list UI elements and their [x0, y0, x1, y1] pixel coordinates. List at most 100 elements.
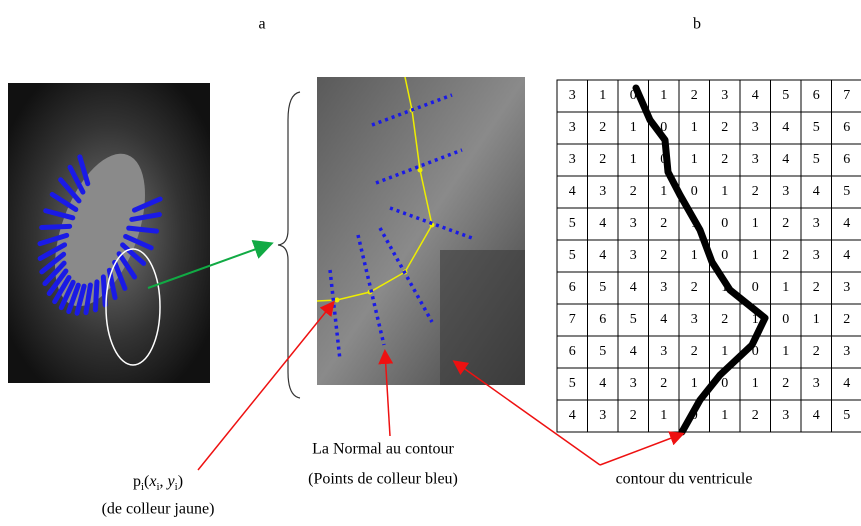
point-note: (de colleur jaune)	[102, 501, 215, 518]
grid-cell: 2	[721, 120, 728, 135]
grid-cell: 2	[691, 280, 698, 295]
grid-cell: 4	[599, 216, 606, 231]
grid-cell: 4	[813, 184, 820, 199]
grid-cell: 2	[782, 376, 789, 391]
grid-cell: 1	[721, 408, 728, 423]
grid-cell: 4	[569, 408, 576, 423]
grid-cell: 3	[569, 120, 576, 135]
grid-cell: 4	[599, 248, 606, 263]
grid-cell: 3	[813, 216, 820, 231]
grid-cell: 4	[752, 88, 759, 103]
panel-label: b	[693, 16, 701, 33]
grid-cell: 7	[569, 312, 576, 327]
zoom-image	[317, 77, 525, 385]
grid-cell: 2	[599, 120, 606, 135]
grid-cell: 5	[813, 152, 820, 167]
grid-cell: 1	[660, 184, 667, 199]
grid-cell: 2	[752, 408, 759, 423]
grid-cell: 4	[569, 184, 576, 199]
grid-cell: 1	[782, 344, 789, 359]
grid-cell: 2	[721, 312, 728, 327]
grid-cell: 2	[599, 152, 606, 167]
grid-cell: 3	[660, 344, 667, 359]
grid-cell: 2	[660, 216, 667, 231]
grid-cell: 5	[569, 248, 576, 263]
grid-cell: 5	[843, 184, 850, 199]
brace	[278, 92, 300, 398]
grid-cell: 2	[660, 248, 667, 263]
grid-cell: 3	[630, 376, 637, 391]
grid-cell: 3	[599, 408, 606, 423]
mri-image	[8, 83, 210, 383]
grid-cell: 3	[569, 152, 576, 167]
grid-cell: 3	[630, 248, 637, 263]
grid-cell: 0	[721, 216, 728, 231]
grid-cell: 3	[843, 280, 850, 295]
grid-cell: 1	[691, 248, 698, 263]
grid-cell: 7	[843, 88, 850, 103]
grid-cell: 4	[630, 344, 637, 359]
grid-cell: 3	[813, 376, 820, 391]
label-part: x	[148, 473, 156, 490]
grid-cell: 1	[752, 216, 759, 231]
grid-cell: 3	[782, 184, 789, 199]
grid-cell: 1	[630, 120, 637, 135]
grid-cell: 1	[660, 408, 667, 423]
grid-cell: 4	[782, 120, 789, 135]
grid-cell: 3	[782, 408, 789, 423]
grid-cell: 6	[569, 344, 576, 359]
grid-cell: 0	[721, 376, 728, 391]
grid-cell: 3	[752, 152, 759, 167]
grid-cell: 4	[660, 312, 667, 327]
grid-cell: 4	[813, 408, 820, 423]
point-label: pi(xi, yi)	[133, 473, 183, 493]
grid-cell: 3	[599, 184, 606, 199]
grid-cell: 1	[691, 152, 698, 167]
grid-cell: 3	[843, 344, 850, 359]
grid-cell: 1	[721, 344, 728, 359]
grid-cell: 1	[721, 184, 728, 199]
grid-cell: 2	[843, 312, 850, 327]
grid-cell: 2	[782, 216, 789, 231]
grid-cell: 0	[691, 184, 698, 199]
normal-note: (Points de colleur bleu)	[308, 471, 458, 488]
grid-cell: 1	[752, 376, 759, 391]
grid-cell: 6	[843, 152, 850, 167]
grid-cell: 2	[691, 344, 698, 359]
grid-cell: 2	[813, 280, 820, 295]
grid-cell: 3	[813, 248, 820, 263]
grid-cell: 4	[843, 216, 850, 231]
grid-cell: 3	[660, 280, 667, 295]
grid-cell: 1	[630, 152, 637, 167]
grid-cell: 2	[630, 408, 637, 423]
grid-cell: 1	[599, 88, 606, 103]
panel-label: a	[258, 16, 265, 33]
grid-cell: 5	[599, 280, 606, 295]
grid-cell: 3	[752, 120, 759, 135]
grid-cell: 1	[691, 120, 698, 135]
grid-cell: 6	[599, 312, 606, 327]
grid-cell: 2	[691, 88, 698, 103]
grid-cell: 3	[691, 312, 698, 327]
grid-cell: 1	[752, 248, 759, 263]
figure: a b 3 1 0 1 2 3 4 5 6 7 3 2 1 0 1 2 3 4 5 6 3 2 1 0 1 2 3 4 5 6 4 3 2 1 0 1…	[0, 0, 861, 526]
grid-cell: 2	[721, 152, 728, 167]
normal-title: La Normal au contour	[312, 441, 454, 458]
grid-cell: 3	[721, 88, 728, 103]
label-part: ,	[160, 473, 168, 490]
grid-cell: 1	[813, 312, 820, 327]
grid-cell: 4	[782, 152, 789, 167]
grid-cell: 2	[752, 184, 759, 199]
grid-cell: 1	[660, 88, 667, 103]
grid-cell: 0	[752, 280, 759, 295]
grid-cell: 2	[782, 248, 789, 263]
grid-cell: 1	[782, 280, 789, 295]
grid-cell: 2	[813, 344, 820, 359]
grid-cell: 2	[660, 376, 667, 391]
grid-cell: 4	[630, 280, 637, 295]
label-part: )	[178, 473, 183, 490]
grid-cell: 5	[599, 344, 606, 359]
grid-cell: 1	[691, 376, 698, 391]
grid-cell: 3	[630, 216, 637, 231]
grid-cell: 6	[843, 120, 850, 135]
